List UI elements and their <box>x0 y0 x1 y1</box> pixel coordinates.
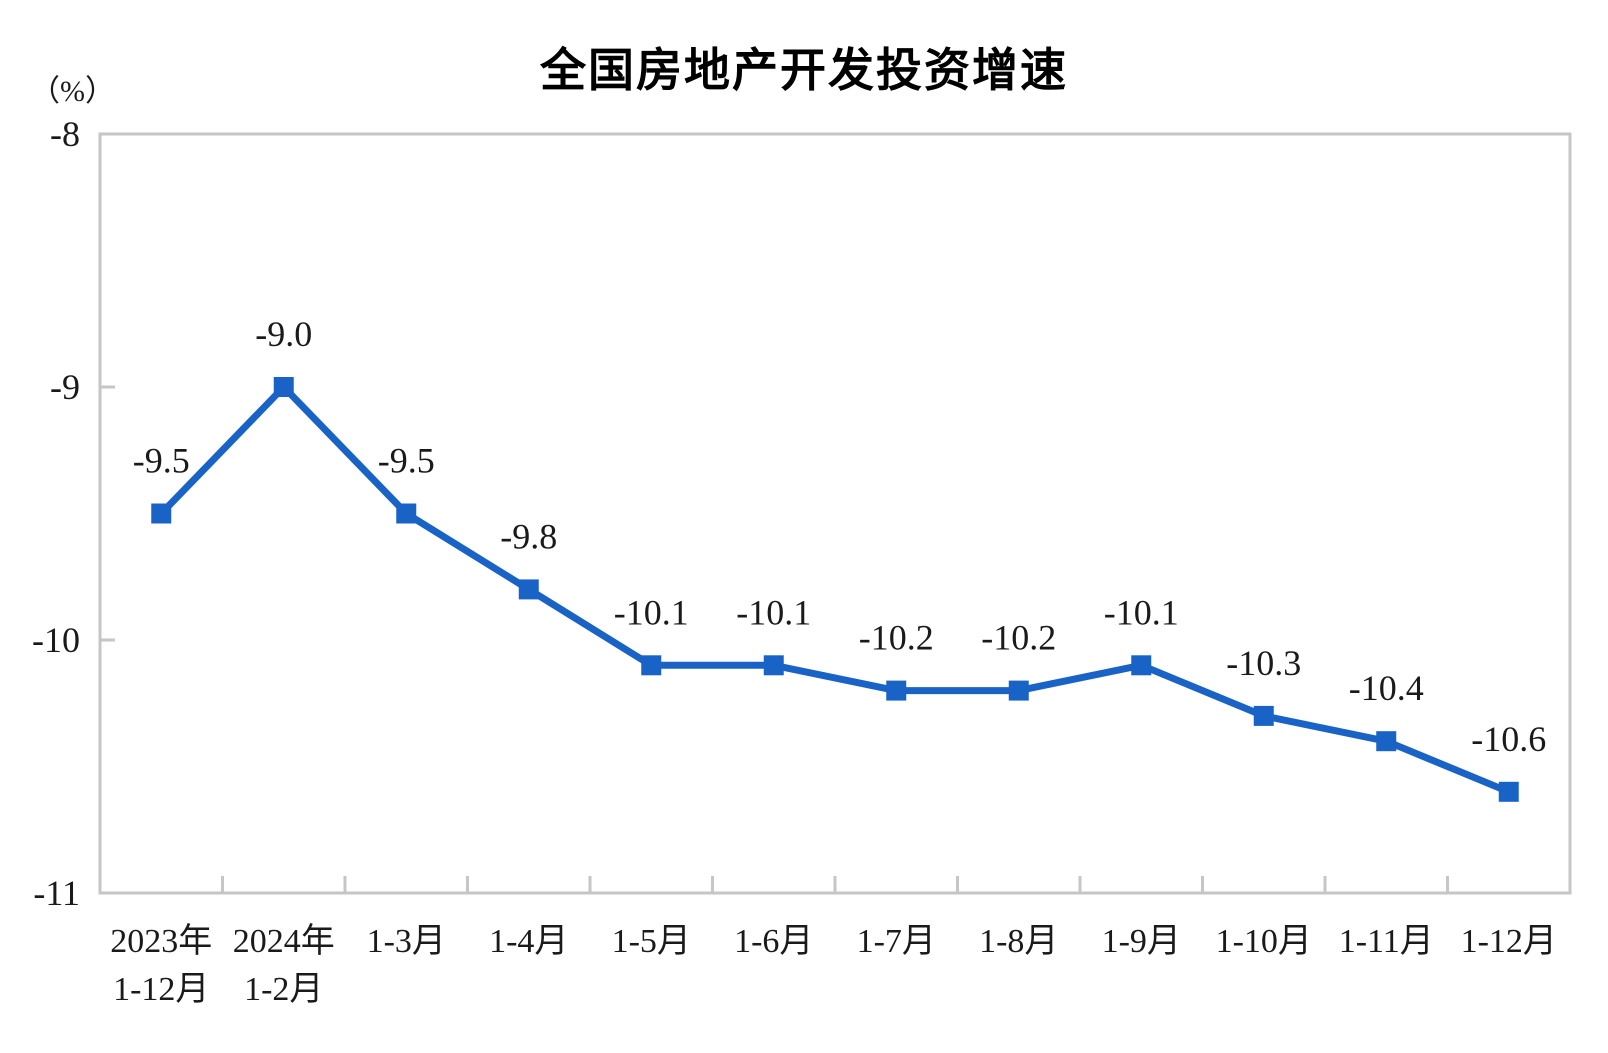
data-point-marker <box>151 503 172 524</box>
data-point-marker <box>641 655 662 676</box>
data-point-marker <box>886 680 907 701</box>
x-tick-label: 1-12月 <box>113 971 209 1008</box>
x-tick-label: 1-6月 <box>734 923 813 960</box>
data-point-label: -10.2 <box>981 618 1056 658</box>
x-tick-label: 1-9月 <box>1102 923 1181 960</box>
data-point-label: -10.2 <box>859 618 934 658</box>
data-point-label: -10.4 <box>1349 668 1424 708</box>
x-tick-label: 1-8月 <box>979 923 1058 960</box>
y-tick-label: -11 <box>33 873 80 913</box>
y-tick-label: -9 <box>50 367 80 407</box>
x-tick-label: 1-7月 <box>857 923 936 960</box>
chart-title: 全国房地产开发投资增速 <box>540 44 1068 96</box>
data-point-marker <box>518 579 539 600</box>
data-point-label: -9.0 <box>255 314 312 354</box>
data-point-label: -10.1 <box>1104 592 1179 632</box>
data-point-marker <box>1498 781 1519 802</box>
data-point-marker <box>1008 680 1029 701</box>
x-tick-label: 2024年 <box>233 922 335 960</box>
x-tick-label: 1-4月 <box>489 923 568 960</box>
data-point-label: -9.5 <box>378 441 435 481</box>
data-point-marker <box>763 655 784 676</box>
data-line <box>157 383 1513 796</box>
data-point-label: -9.5 <box>133 441 190 481</box>
x-tick-label: 1-3月 <box>367 923 446 960</box>
x-tick-label: 1-10月 <box>1216 923 1312 960</box>
data-point-marker <box>1131 655 1152 676</box>
y-tick-label: -10 <box>32 620 80 660</box>
x-tick-label: 1-5月 <box>612 923 691 960</box>
x-tick-label: 1-11月 <box>1339 923 1434 960</box>
x-tick-label: 2023年 <box>110 922 212 960</box>
data-point-marker <box>1376 731 1397 752</box>
data-point-label: -10.1 <box>614 592 689 632</box>
data-point-label: -10.1 <box>736 592 811 632</box>
data-point-marker <box>396 503 417 524</box>
data-point-marker <box>1253 705 1274 726</box>
data-point-label: -10.6 <box>1471 719 1546 759</box>
y-tick-label: -8 <box>50 114 80 154</box>
x-tick-label: 1-12月 <box>1461 923 1557 960</box>
data-point-label: -10.3 <box>1226 643 1301 683</box>
axis-frame <box>98 132 1572 895</box>
x-tick-label: 1-2月 <box>244 971 323 1008</box>
data-point-marker <box>273 377 294 397</box>
data-point-label: -9.8 <box>500 516 557 556</box>
y-axis-unit-label: （%） <box>30 75 115 108</box>
